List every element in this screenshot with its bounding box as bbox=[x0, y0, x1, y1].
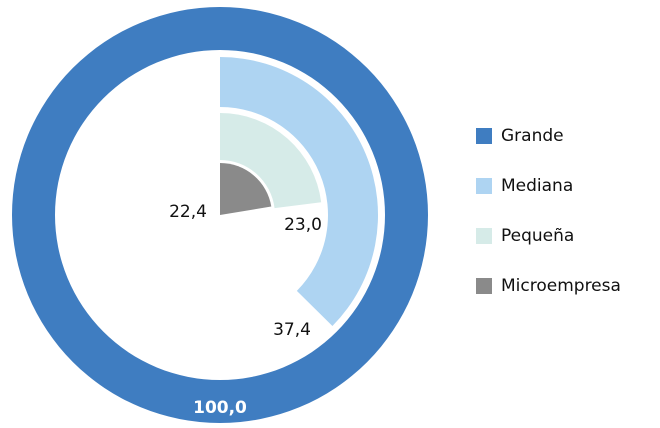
radial-bar bbox=[220, 57, 379, 327]
data-label: 100,0 bbox=[193, 398, 247, 418]
data-label: 22,4 bbox=[169, 202, 207, 222]
legend-swatch bbox=[476, 228, 492, 244]
radial-bar bbox=[220, 163, 272, 215]
data-label: 37,4 bbox=[273, 320, 311, 340]
legend-label: Pequeña bbox=[501, 226, 574, 246]
legend-swatch bbox=[476, 128, 492, 144]
legend-label: Microempresa bbox=[501, 276, 621, 296]
radial-bar bbox=[220, 113, 322, 209]
legend-swatch bbox=[476, 278, 492, 294]
legend-label: Grande bbox=[501, 126, 564, 146]
legend-label: Mediana bbox=[501, 176, 573, 196]
data-label: 23,0 bbox=[284, 215, 322, 235]
legend-swatch bbox=[476, 178, 492, 194]
